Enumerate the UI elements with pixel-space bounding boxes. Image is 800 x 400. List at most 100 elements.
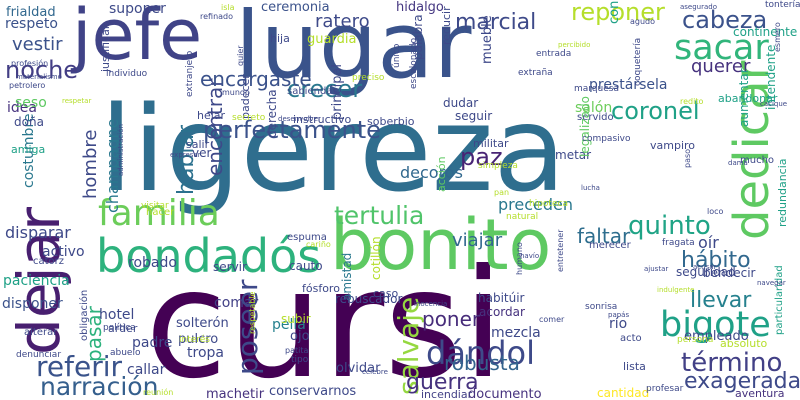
word-caso: caso xyxy=(373,287,399,300)
word-secreto: secreto xyxy=(232,113,266,123)
word-marquesa: marquesa xyxy=(574,84,619,94)
word-paciencia: paciencia xyxy=(3,273,70,289)
word-prestarsela: prestársela xyxy=(589,77,668,93)
word-respeto: respeto xyxy=(5,16,58,32)
word-perfectamente: perfectamente xyxy=(203,116,381,144)
word-individuo: individuo xyxy=(106,69,148,79)
word-particularidad: particularidad xyxy=(774,265,785,335)
word-profesar: profesar xyxy=(646,384,684,394)
word-quinto: quinto xyxy=(628,211,711,241)
word-cacique: cacique xyxy=(760,100,788,108)
word-soberbio: soberbio xyxy=(367,115,415,128)
word-inocencia: inocencia xyxy=(414,300,448,308)
word-rebuscador: rebuscador xyxy=(335,292,403,306)
word-desenvolver: desenvolver xyxy=(278,115,321,123)
word-respetar: respetar xyxy=(62,97,92,105)
word-machetir: machetir xyxy=(206,387,265,400)
word-ajustar: ajustar xyxy=(644,265,669,273)
word-mucho: mucho xyxy=(740,155,775,166)
word-interes: interés xyxy=(179,335,210,345)
word-petrolero: petrolero xyxy=(9,81,46,90)
word-profesion: profesión xyxy=(11,59,49,68)
word-salon: salón xyxy=(575,100,613,116)
word-viajar: viajar xyxy=(452,230,503,251)
word-olvidar: olvidar xyxy=(336,361,381,376)
word-crecer: crecer xyxy=(287,75,363,103)
word-paso: paso xyxy=(683,148,692,168)
word-bonito: bonito xyxy=(330,204,552,286)
word-agudo: agudo xyxy=(630,17,656,26)
word-mueble: mueble xyxy=(480,15,495,64)
word-natural: natural xyxy=(506,212,539,222)
word-justificar: justificar xyxy=(99,24,112,72)
word-materialismo: materialismo xyxy=(16,73,62,81)
word-reponer: reponer xyxy=(571,0,665,26)
word-seso: seso xyxy=(15,95,47,111)
word-celebre: célebre xyxy=(362,368,388,376)
word-dudar: dudar xyxy=(443,96,479,110)
word-padre: padre xyxy=(132,335,173,351)
word-hotel: hotel xyxy=(99,307,135,323)
word-subir: subir xyxy=(281,312,311,326)
word-metar: metar xyxy=(555,148,592,162)
word-callar: callar xyxy=(127,362,166,378)
word-termino: término xyxy=(681,348,783,378)
word-llevar: llevar xyxy=(690,288,752,313)
word-arder: arder xyxy=(108,322,138,335)
word-cabeza: cabeza xyxy=(682,6,768,34)
word-servido: servido xyxy=(577,112,614,123)
word-oir: oír xyxy=(698,233,719,252)
word-isla: isla xyxy=(221,3,235,12)
word-derecha: derecha xyxy=(265,89,279,138)
word-lugar: lugar xyxy=(235,0,472,99)
word-mezcla: mezcla xyxy=(491,325,541,341)
word-acto: acto xyxy=(620,333,642,344)
word-entretener: entretener xyxy=(556,229,565,272)
word-redundancia: redundancia xyxy=(776,158,789,227)
word-dama: dama xyxy=(728,159,748,167)
word-tipo: tipo xyxy=(291,355,309,365)
word-ver: ver xyxy=(192,146,212,160)
word-seguridad: seguridad xyxy=(676,265,736,279)
word-compasivo: compasivo xyxy=(582,134,631,144)
word-robusta: robusta xyxy=(444,351,520,375)
word-ojo: ojo xyxy=(290,329,310,344)
word-extrana: extraña xyxy=(518,68,553,78)
word-solteron: solterón xyxy=(176,316,229,331)
word-navegar: navegar xyxy=(757,279,786,287)
word-lucha: lucha xyxy=(581,184,600,192)
word-patita: patita xyxy=(285,346,309,355)
word-seguir: seguir xyxy=(455,109,493,123)
word-disparar: disparar xyxy=(5,223,71,242)
word-aventura: aventura xyxy=(735,387,785,400)
word-politica: política xyxy=(103,323,136,333)
word-preceden: preceden xyxy=(498,195,574,214)
word-ligereza: ligereza xyxy=(100,80,566,218)
word-reducir: reducir xyxy=(440,6,453,45)
word-redito: redito xyxy=(680,97,704,106)
word-ceremonia: ceremonia xyxy=(261,0,330,15)
word-cauto: cauto xyxy=(289,259,323,273)
word-noche: noche xyxy=(5,56,79,84)
word-bendecir: bendecir xyxy=(703,266,756,280)
word-rio: río xyxy=(609,316,628,332)
word-cursi: cursi xyxy=(145,238,505,400)
word-comer: comer xyxy=(539,315,565,324)
word-decoros: decorós xyxy=(400,163,463,182)
word-comar: comar xyxy=(214,295,259,311)
word-sonrisa: sonrisa xyxy=(585,302,618,312)
word-coronel: coronel xyxy=(611,97,700,125)
word-lista: lista xyxy=(623,360,646,373)
word-indulgente: indulgente xyxy=(657,286,695,294)
word-quier: quier xyxy=(236,45,245,66)
word-cantidad: cantidad xyxy=(597,386,650,400)
word-abandonar: abandonar xyxy=(718,92,778,105)
word-habito: hábito xyxy=(681,248,751,273)
word-pan: pan xyxy=(494,188,510,197)
word-acordar: acordar xyxy=(479,305,525,319)
word-referir: referir xyxy=(36,350,123,383)
word-marcial: marcial xyxy=(455,10,537,35)
word-hacer: hacer xyxy=(146,207,175,218)
word-helar: helar xyxy=(197,109,226,122)
